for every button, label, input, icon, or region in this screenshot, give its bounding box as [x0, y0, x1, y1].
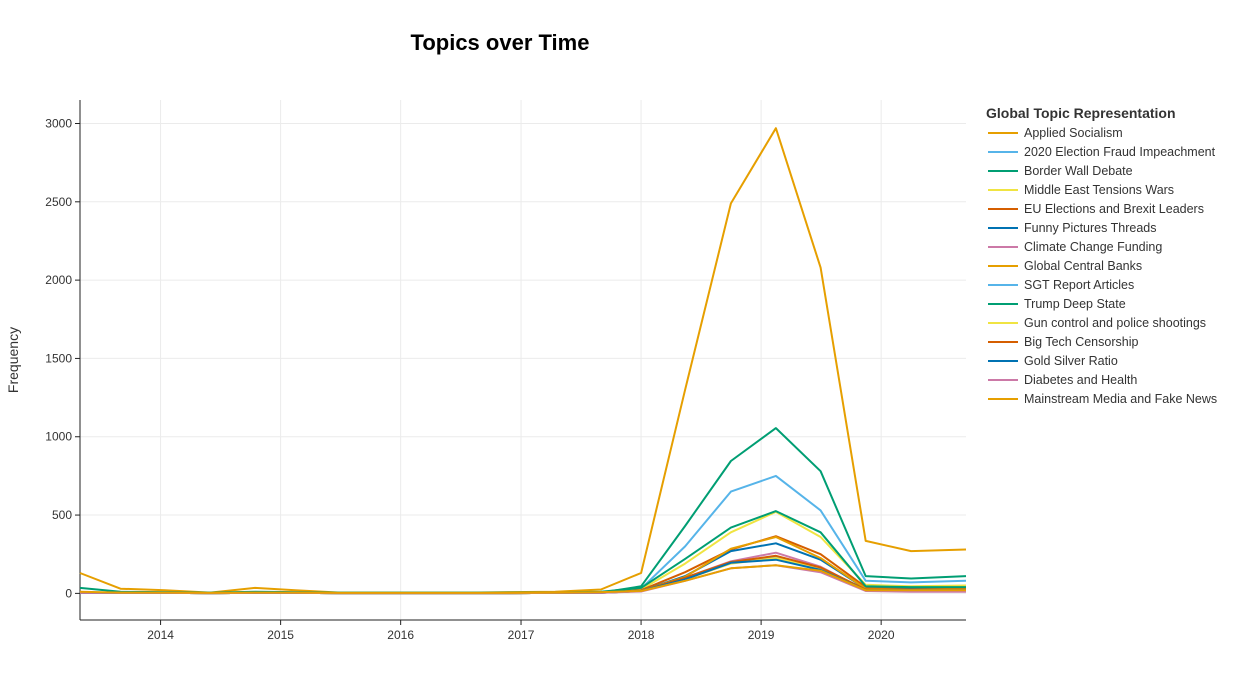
legend-item[interactable]: Middle East Tensions Wars	[988, 183, 1174, 197]
legend-label: Mainstream Media and Fake News	[1024, 392, 1217, 406]
chart-title: Topics over Time	[411, 30, 590, 55]
legend-item[interactable]: Big Tech Censorship	[988, 335, 1138, 349]
legend-label: Border Wall Debate	[1024, 164, 1133, 178]
y-tick-label: 500	[52, 508, 72, 522]
legend-label: Trump Deep State	[1024, 297, 1126, 311]
legend-label: Applied Socialism	[1024, 126, 1123, 140]
series-line-10[interactable]	[79, 510, 966, 594]
y-tick-label: 1000	[45, 430, 72, 444]
legend-label: Climate Change Funding	[1024, 240, 1162, 254]
legend-item[interactable]: 2020 Election Fraud Impeachment	[988, 145, 1216, 159]
legend-title: Global Topic Representation	[986, 105, 1176, 121]
series-line-15[interactable]	[79, 564, 966, 594]
legend-item[interactable]: SGT Report Articles	[988, 278, 1134, 292]
series-line-1[interactable]	[79, 127, 967, 594]
x-tick-label: 2015	[267, 628, 294, 642]
x-tick-label: 2018	[628, 628, 655, 642]
y-tick-label: 0	[65, 586, 72, 600]
y-tick-label: 1500	[45, 351, 72, 365]
series-line-4[interactable]	[79, 510, 967, 595]
legend-item[interactable]: Gun control and police shootings	[988, 316, 1206, 330]
legend-item[interactable]: Funny Pictures Threads	[988, 221, 1156, 235]
legend-label: Middle East Tensions Wars	[1024, 183, 1174, 197]
legend-label: Gun control and police shootings	[1024, 316, 1206, 330]
y-tick-label: 2500	[45, 195, 72, 209]
legend-item[interactable]: Applied Socialism	[988, 126, 1123, 140]
legend-label: Big Tech Censorship	[1024, 335, 1138, 349]
y-axis-label: Frequency	[5, 327, 21, 393]
legend-item[interactable]: Climate Change Funding	[988, 240, 1162, 254]
legend-label: Diabetes and Health	[1024, 373, 1137, 387]
legend-item[interactable]: Diabetes and Health	[988, 373, 1137, 387]
y-tick-label: 3000	[45, 116, 72, 130]
legend-label: 2020 Election Fraud Impeachment	[1024, 145, 1216, 159]
x-tick-label: 2016	[387, 628, 414, 642]
series-layer	[79, 127, 967, 595]
x-tick-label: 2020	[868, 628, 895, 642]
series-line-14[interactable]	[79, 564, 966, 595]
legend-label: EU Elections and Brexit Leaders	[1024, 202, 1204, 216]
grid-layer	[80, 100, 966, 620]
legend-label: Gold Silver Ratio	[1024, 354, 1118, 368]
legend-label: Funny Pictures Threads	[1024, 221, 1156, 235]
x-tick-label: 2017	[508, 628, 535, 642]
y-tick-label: 2000	[45, 273, 72, 287]
legend-item[interactable]: Gold Silver Ratio	[988, 354, 1118, 368]
legend[interactable]: Applied Socialism 2020 Election Fraud Imp…	[988, 126, 1217, 406]
legend-label: Global Central Banks	[1024, 259, 1142, 273]
series-line-5[interactable]	[79, 535, 966, 595]
legend-item[interactable]: Border Wall Debate	[988, 164, 1133, 178]
legend-item[interactable]: EU Elections and Brexit Leaders	[988, 202, 1204, 216]
series-line-8[interactable]	[79, 536, 967, 595]
x-tick-label: 2014	[147, 628, 174, 642]
legend-label: SGT Report Articles	[1024, 278, 1134, 292]
legend-item[interactable]: Trump Deep State	[988, 297, 1126, 311]
legend-item[interactable]: Global Central Banks	[988, 259, 1142, 273]
legend-item[interactable]: Mainstream Media and Fake News	[988, 392, 1217, 406]
x-tick-label: 2019	[748, 628, 775, 642]
tick-layer: 0 500 1000 1500 2000 2500 3000 2014 2015 2016 2017…	[45, 116, 895, 642]
